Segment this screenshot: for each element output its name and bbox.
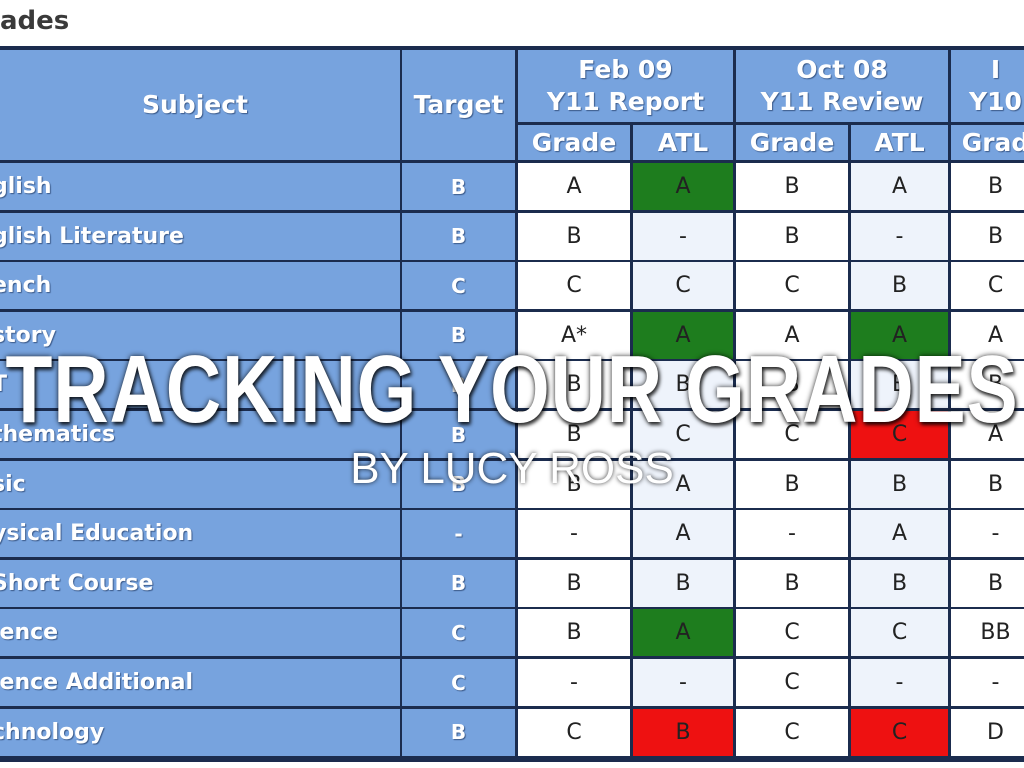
- target-cell: B: [402, 460, 515, 508]
- subject-cell: chnology: [0, 708, 400, 756]
- grade-cell: A: [633, 460, 733, 508]
- grade-cell: A: [951, 311, 1024, 359]
- target-cell: B: [402, 559, 515, 607]
- header-cell: Subject: [0, 50, 400, 160]
- grade-cell: A: [633, 510, 733, 558]
- grade-cell: A: [633, 311, 733, 359]
- grade-cell: B: [736, 163, 848, 210]
- header-group: I Y10: [951, 50, 1024, 122]
- grade-cell: C: [951, 262, 1024, 310]
- grade-cell: B: [851, 559, 948, 607]
- subject-cell: story: [0, 311, 400, 359]
- subject-cell: thematics: [0, 411, 400, 458]
- header-sub: Grad: [951, 125, 1024, 160]
- grade-cell: B: [951, 163, 1024, 210]
- subject-cell: T: [0, 361, 400, 409]
- grade-cell: B: [633, 559, 733, 607]
- target-cell: B: [402, 311, 515, 359]
- grade-cell: C: [851, 708, 948, 756]
- grade-cell: BB: [951, 609, 1024, 657]
- grade-cell: B: [633, 361, 733, 409]
- grade-cell: -: [951, 510, 1024, 558]
- header-sub: Grade: [736, 125, 848, 160]
- grade-cell: A: [851, 510, 948, 558]
- grade-cell: B: [736, 460, 848, 508]
- grade-cell: B: [633, 708, 733, 756]
- target-cell: B: [402, 708, 515, 756]
- page-heading: ades: [0, 6, 70, 36]
- grade-cell: -: [633, 659, 733, 706]
- grade-cell: -: [851, 659, 948, 706]
- grade-cell: C: [851, 411, 948, 458]
- grade-cell: -: [518, 659, 630, 706]
- grade-cell: C: [633, 411, 733, 458]
- grade-cell: B: [851, 361, 948, 409]
- grade-cell: -: [736, 510, 848, 558]
- grade-cell: -: [518, 510, 630, 558]
- header-sub: ATL: [851, 125, 948, 160]
- grade-cell: B: [518, 460, 630, 508]
- subject-cell: glish: [0, 163, 400, 210]
- grade-cell: B: [736, 559, 848, 607]
- subject-cell: Short Course: [0, 559, 400, 607]
- header-sub: ATL: [633, 125, 733, 160]
- grade-cell: -: [633, 212, 733, 260]
- grade-cell: B: [951, 212, 1024, 260]
- header-group: Oct 08 Y11 Review: [736, 50, 948, 122]
- target-cell: B: [402, 212, 515, 260]
- grade-cell: C: [633, 262, 733, 310]
- slide-subtitle: BY LUCY ROSS: [350, 444, 674, 493]
- grade-cell: B: [518, 411, 630, 458]
- header-sub: Grade: [518, 125, 630, 160]
- grade-cell: A: [851, 163, 948, 210]
- grade-cell: B: [518, 361, 630, 409]
- grade-cell: B: [518, 559, 630, 607]
- grade-cell: B: [951, 361, 1024, 409]
- subject-cell: ysical Education: [0, 510, 400, 558]
- grade-cell: B: [851, 460, 948, 508]
- target-cell: B: [402, 411, 515, 458]
- grade-cell: C: [736, 659, 848, 706]
- grade-cell: C: [736, 708, 848, 756]
- subject-cell: ience Additional: [0, 659, 400, 706]
- grade-cell: A: [851, 311, 948, 359]
- grade-cell: B: [951, 559, 1024, 607]
- grade-cell: D: [951, 708, 1024, 756]
- grade-cell: A*: [518, 311, 630, 359]
- grade-cell: C: [736, 262, 848, 310]
- grade-cell: A: [633, 163, 733, 210]
- subject-cell: ience: [0, 609, 400, 657]
- target-cell: B: [402, 361, 515, 409]
- grade-cell: C: [518, 708, 630, 756]
- slide-title: TRACKING YOUR GRADES: [5, 336, 1019, 443]
- subject-cell: glish Literature: [0, 212, 400, 260]
- subject-cell: sic: [0, 460, 400, 508]
- grade-cell: C: [736, 609, 848, 657]
- grade-cell: B: [518, 212, 630, 260]
- grade-cell: B: [518, 609, 630, 657]
- grade-cell: C: [518, 262, 630, 310]
- grade-cell: B: [951, 460, 1024, 508]
- grade-cell: A: [736, 311, 848, 359]
- grade-cell: -: [851, 212, 948, 260]
- target-cell: -: [402, 510, 515, 558]
- grade-cell: C: [736, 411, 848, 458]
- grade-cell: A: [518, 163, 630, 210]
- grade-cell: A: [633, 609, 733, 657]
- grade-cell: A: [951, 411, 1024, 458]
- grade-cell: B: [736, 212, 848, 260]
- target-cell: C: [402, 262, 515, 310]
- target-cell: B: [402, 163, 515, 210]
- target-cell: C: [402, 609, 515, 657]
- grade-cell: B: [736, 361, 848, 409]
- header-cell: Target: [402, 50, 515, 160]
- header-group: Feb 09 Y11 Report: [518, 50, 733, 122]
- subject-cell: ench: [0, 262, 400, 310]
- grade-cell: C: [851, 609, 948, 657]
- target-cell: C: [402, 659, 515, 706]
- grade-cell: B: [851, 262, 948, 310]
- grade-cell: -: [951, 659, 1024, 706]
